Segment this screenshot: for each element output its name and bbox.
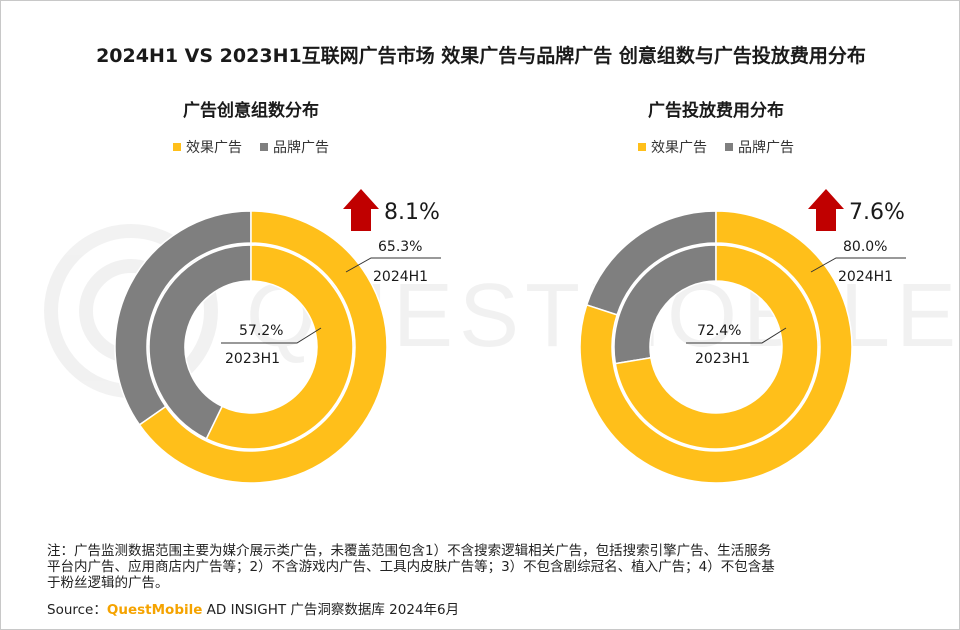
leader-line-outer: [345, 257, 441, 273]
legend-item-performance: 效果广告: [173, 137, 242, 157]
donut-chart-spend: 80.0% 2024H1 72.4% 2023H1 7.6%: [579, 189, 906, 484]
source-label: Source：: [47, 602, 107, 618]
footnote-line: 于粉丝逻辑的广告。: [47, 575, 169, 591]
change-label: 8.1%: [384, 200, 440, 225]
outer-ring-performance: [138, 210, 388, 484]
source-brand: QuestMobile: [106, 602, 203, 618]
legend-swatch-brand: [725, 143, 733, 151]
outer-value-label: 80.0%: [843, 239, 887, 255]
inner-ring-brand: [613, 244, 717, 365]
chart-title-creative: 广告创意组数分布: [183, 101, 319, 121]
legend-creative: 效果广告 品牌广告: [91, 137, 411, 157]
legend-label: 品牌广告: [273, 140, 329, 156]
footnote-line: 平台内广告、应用商店内广告等；2）不含游戏内广告、工具内皮肤广告等；3）不包含剧…: [47, 559, 775, 575]
legend-label: 品牌广告: [738, 140, 794, 156]
source-text: AD INSIGHT 广告洞察数据库 2024年6月: [202, 602, 460, 618]
inner-value-label: 72.4%: [697, 323, 741, 339]
chart-title-spend: 广告投放费用分布: [648, 101, 784, 121]
outer-year-label: 2024H1: [838, 269, 893, 285]
legend-item-brand: 品牌广告: [725, 137, 794, 157]
legend-swatch-performance: [173, 143, 181, 151]
inner-year-label: 2023H1: [695, 351, 750, 367]
legend-label: 效果广告: [651, 140, 707, 156]
outer-value-label: 65.3%: [378, 239, 422, 255]
leader-line-outer: [810, 257, 906, 273]
legend-swatch-brand: [260, 143, 268, 151]
outer-year-label: 2024H1: [373, 269, 428, 285]
inner-ring-brand: [148, 244, 252, 440]
footnote: 注：广告监测数据范围主要为媒介展示类广告，未覆盖范围包含1）不含搜索逻辑相关广告…: [47, 543, 927, 591]
legend-swatch-performance: [638, 143, 646, 151]
up-arrow-icon: [808, 189, 844, 231]
inner-year-label: 2023H1: [225, 351, 280, 367]
legend-item-performance: 效果广告: [638, 137, 707, 157]
legend-spend: 效果广告 品牌广告: [556, 137, 876, 157]
legend-item-brand: 品牌广告: [260, 137, 329, 157]
leader-line-inner: [686, 327, 787, 344]
change-label: 7.6%: [849, 200, 905, 225]
source-line: Source：QuestMobile AD INSIGHT 广告洞察数据库 20…: [47, 598, 459, 618]
inner-ring-performance: [614, 244, 819, 450]
footnote-line: 注：广告监测数据范围主要为媒介展示类广告，未覆盖范围包含1）不含搜索逻辑相关广告…: [47, 543, 772, 559]
inner-ring-performance: [205, 244, 354, 450]
page-title: 2024H1 VS 2023H1互联网广告市场 效果广告与品牌广告 创意组数与广…: [96, 45, 866, 67]
up-arrow-icon: [343, 189, 379, 231]
leader-line-inner: [221, 327, 322, 344]
legend-label: 效果广告: [186, 140, 242, 156]
outer-ring-performance: [579, 210, 853, 484]
donut-chart-creative: 65.3% 2024H1 57.2% 2023H1 8.1%: [114, 189, 441, 484]
inner-value-label: 57.2%: [239, 323, 283, 339]
